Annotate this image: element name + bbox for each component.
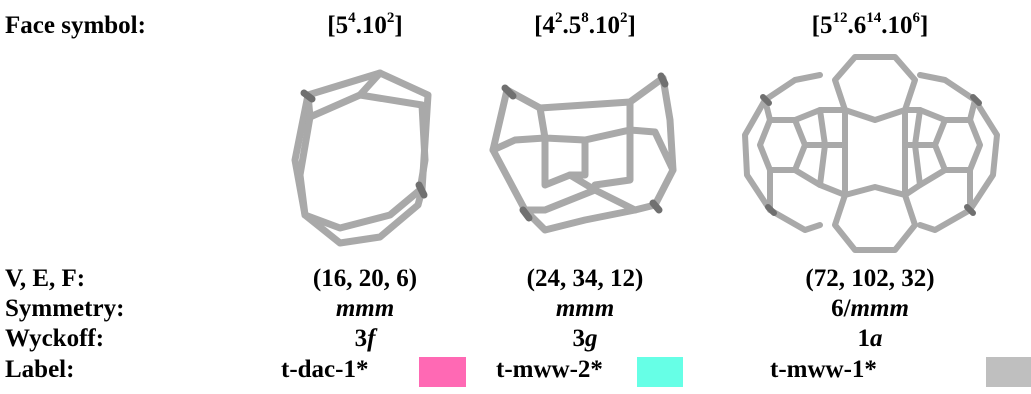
symmetry-3: 6/mmm <box>831 295 909 322</box>
vef-label: V, E, F: <box>5 265 86 292</box>
vef-3: (72, 102, 32) <box>805 265 935 292</box>
wyckoff-3: 1a <box>857 325 883 352</box>
vef-1: (16, 20, 6) <box>312 265 418 292</box>
face-symbol-label: Face symbol: <box>5 12 146 39</box>
label-3: t-mww-1* <box>770 356 877 383</box>
cage-1-diagram <box>291 69 432 247</box>
color-swatch-2 <box>637 357 683 387</box>
symmetry-2: mmm <box>555 295 615 322</box>
cage-3-diagram <box>742 54 1000 253</box>
face-symbol-3: [512.614.106] <box>811 9 929 39</box>
label-label: Label: <box>5 356 75 383</box>
color-swatch-3 <box>986 357 1031 387</box>
color-swatch-1 <box>419 357 466 387</box>
label-2: t-mww-2* <box>496 356 603 383</box>
face-symbol-2: [42.58.102] <box>534 9 636 39</box>
wyckoff-label: Wyckoff: <box>5 325 105 352</box>
label-1: t-dac-1* <box>281 356 369 383</box>
symmetry-label: Symmetry: <box>5 295 125 322</box>
wyckoff-1: 3f <box>354 325 376 352</box>
face-symbol-1: [54.102] <box>327 9 403 39</box>
vef-2: (24, 34, 12) <box>526 265 644 292</box>
cage-2-diagram <box>489 72 677 234</box>
wyckoff-2: 3g <box>572 325 598 352</box>
symmetry-1: mmm <box>335 295 395 322</box>
